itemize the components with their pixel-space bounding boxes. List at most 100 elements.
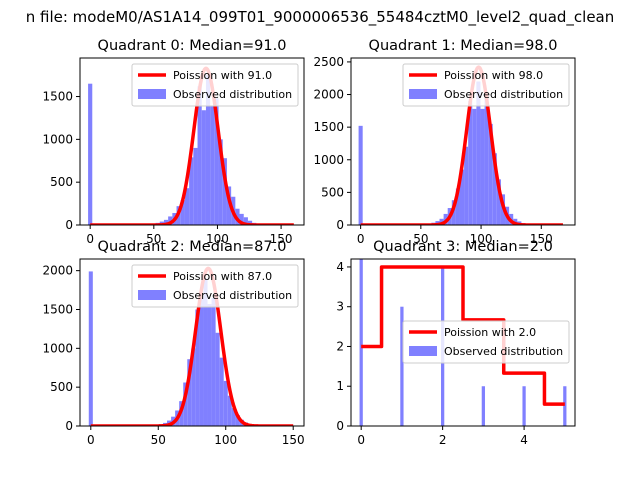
plot-area bbox=[358, 65, 564, 225]
hist-bar bbox=[488, 123, 493, 225]
hist-bar bbox=[189, 157, 194, 225]
y-tick-label: 1500 bbox=[42, 302, 73, 316]
hist-bar bbox=[484, 97, 489, 225]
hist-bar bbox=[191, 348, 196, 426]
y-tick-label: 2 bbox=[336, 339, 344, 353]
axes-frame bbox=[79, 258, 305, 427]
subplot-title: Quadrant 3: Median=2.0 bbox=[373, 239, 553, 255]
hist-bar bbox=[203, 278, 208, 426]
y-tick-label: 3 bbox=[336, 300, 344, 314]
hist-bar bbox=[187, 359, 192, 426]
hist-bar bbox=[201, 110, 206, 225]
hist-bar bbox=[459, 169, 465, 225]
axes-frame bbox=[79, 57, 305, 226]
x-tick-label: 0 bbox=[87, 433, 95, 447]
y-tick-label: 0 bbox=[65, 218, 73, 232]
legend-box bbox=[402, 320, 570, 364]
y-tick-label: 1500 bbox=[42, 90, 73, 104]
hist-bar bbox=[455, 188, 460, 225]
hist-bar bbox=[163, 219, 169, 225]
hist-bar bbox=[472, 108, 477, 225]
y-tick-label: 1000 bbox=[42, 341, 73, 355]
x-tick-label: 0 bbox=[357, 433, 365, 447]
hist-bar bbox=[358, 125, 363, 225]
legend-box bbox=[131, 63, 299, 107]
x-tick-label: 0 bbox=[86, 232, 94, 246]
y-tick-label: 1 bbox=[336, 379, 344, 393]
x-tick-label: 150 bbox=[282, 433, 305, 447]
x-tick-label: 100 bbox=[470, 232, 493, 246]
y-tick-label: 500 bbox=[321, 185, 344, 199]
legend-hist-label: Observed distribution bbox=[173, 289, 292, 302]
hist-bar bbox=[227, 395, 232, 426]
legend-curve-label: Poission with 91.0 bbox=[173, 69, 272, 82]
subplot-title: Quadrant 2: Median=87.0 bbox=[98, 239, 287, 255]
hist-bar bbox=[193, 147, 198, 225]
legend-box bbox=[131, 264, 299, 308]
x-tick-label: 50 bbox=[146, 232, 161, 246]
legend-curve-label: Poission with 87.0 bbox=[173, 270, 272, 283]
y-tick-label: 2000 bbox=[313, 88, 344, 102]
y-tick-label: 2500 bbox=[313, 55, 344, 69]
legend: Poission with 91.0 Observed distribution bbox=[131, 63, 299, 107]
subplot-3: 0 2 4 0 1 2 3 4 Quadrant 3: Median=2.0 Poission w… bbox=[336, 239, 576, 447]
subplot-title: Quadrant 0: Median=91.0 bbox=[98, 38, 287, 54]
x-tick-label: 150 bbox=[530, 232, 553, 246]
x-tick-label: 50 bbox=[151, 433, 166, 447]
x-tick-label: 150 bbox=[270, 232, 293, 246]
y-tick-label: 0 bbox=[336, 419, 344, 433]
legend-curve-label: Poission with 98.0 bbox=[444, 69, 543, 82]
x-tick-label: 4 bbox=[520, 433, 528, 447]
hist-bar bbox=[239, 213, 244, 225]
hist-bar bbox=[195, 309, 200, 426]
y-tick-label: 1000 bbox=[42, 132, 73, 146]
hist-bar bbox=[522, 386, 526, 426]
x-tick-label: 100 bbox=[206, 232, 229, 246]
hist-bar bbox=[496, 179, 501, 225]
hist-bar bbox=[223, 380, 228, 426]
legend-hist-label: Observed distribution bbox=[444, 88, 563, 101]
hist-bar bbox=[219, 357, 224, 426]
y-tick-label: 4 bbox=[336, 260, 344, 274]
axes-frame bbox=[350, 258, 576, 427]
legend-hist-swatch bbox=[138, 89, 166, 99]
hist-bar bbox=[481, 386, 485, 426]
hist-bar bbox=[211, 297, 216, 426]
legend-box bbox=[402, 63, 570, 107]
x-tick-label: 0 bbox=[357, 232, 365, 246]
legend-hist-label: Observed distribution bbox=[444, 345, 563, 358]
x-tick-label: 100 bbox=[214, 433, 237, 447]
x-tick-label: 2 bbox=[439, 433, 447, 447]
legend-hist-label: Observed distribution bbox=[173, 88, 292, 101]
legend-hist-swatch bbox=[409, 346, 437, 356]
hist-bar bbox=[215, 332, 220, 426]
hist-bar bbox=[451, 200, 456, 225]
y-tick-label: 0 bbox=[336, 218, 344, 232]
hist-bar bbox=[197, 86, 202, 225]
legend-hist-swatch bbox=[138, 290, 166, 300]
legend: Poission with 2.0 Observed distribution bbox=[402, 320, 570, 364]
legend: Poission with 87.0 Observed distribution bbox=[131, 264, 299, 308]
hist-bar bbox=[180, 200, 185, 225]
hist-bar bbox=[235, 415, 240, 426]
legend: Poission with 98.0 Observed distribution bbox=[402, 63, 570, 107]
figure-suptitle: n file: modeM0/AS1A14_099T01_9000006536_… bbox=[26, 8, 615, 27]
hist-bar bbox=[199, 297, 204, 426]
y-tick-label: 2000 bbox=[42, 264, 73, 278]
hist-bar bbox=[88, 271, 93, 426]
hist-bar bbox=[222, 158, 227, 225]
hist-bar bbox=[231, 408, 236, 426]
hist-bar bbox=[464, 146, 469, 225]
hist-bar bbox=[207, 304, 212, 426]
hist-bar bbox=[476, 81, 481, 225]
legend-curve-label: Poission with 2.0 bbox=[444, 326, 536, 339]
hist-bar bbox=[214, 98, 219, 225]
hist-bar bbox=[492, 153, 497, 225]
hist-bar bbox=[218, 139, 223, 225]
hist-bar bbox=[400, 306, 404, 426]
